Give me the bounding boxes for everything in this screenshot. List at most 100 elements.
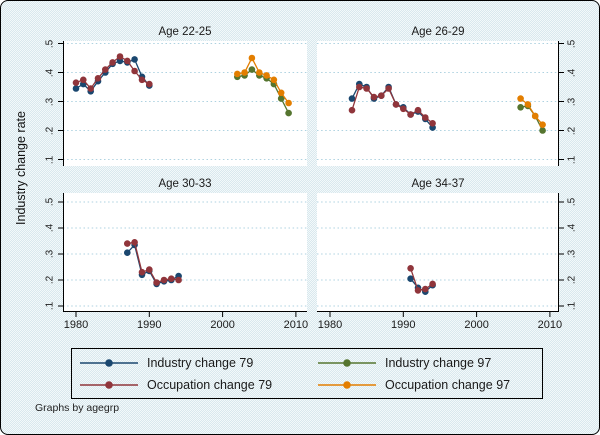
y-tick-label: .4: [44, 68, 56, 77]
y-tick-label: .2: [566, 126, 578, 135]
plot-svg-age-22-25: [58, 41, 307, 166]
panel-title-age-22-25: Age 22-25: [158, 26, 212, 38]
legend-swatch-industry97: [318, 359, 376, 367]
occupation79-marker: [131, 67, 138, 75]
y-tick-label: .3: [44, 249, 56, 259]
x-tick-label: 1980: [317, 319, 343, 331]
industry79-marker: [124, 249, 131, 256]
legend-swatch-occupation97: [318, 381, 376, 389]
occupation97-marker: [263, 72, 270, 79]
occupation97-marker: [270, 76, 278, 84]
occupation79-marker: [80, 76, 87, 84]
legend-entry-occupation79: Occupation change 79: [80, 377, 272, 393]
x-tick-label: 2010: [537, 319, 563, 331]
panel-title-age-34-37: Age 34-37: [411, 178, 465, 190]
x-tick-label: 1980: [63, 319, 89, 331]
occupation79-marker: [429, 280, 436, 288]
y-tick-label: .5: [566, 39, 578, 48]
industry97-marker: [277, 95, 285, 102]
occupation79-marker: [348, 106, 356, 114]
occupation79-marker: [175, 276, 182, 284]
occupation97-marker: [285, 99, 292, 107]
occupation79-marker: [392, 101, 400, 108]
x-tick-label: 2000: [210, 319, 235, 331]
y-tick-label: .3: [566, 249, 578, 259]
plot-svg-age-34-37: [317, 193, 564, 317]
y-tick-label: .3: [566, 97, 578, 106]
legend-marker: [343, 359, 351, 367]
occupation79-marker: [414, 287, 422, 294]
y-axis-title: Industry change rate: [14, 111, 28, 225]
industry97-marker: [248, 66, 256, 73]
occupation79-marker: [94, 75, 102, 82]
panel-title-age-30-33: Age 30-33: [158, 178, 212, 190]
x-tick-label: 2000: [464, 319, 489, 331]
y-tick-label: .1: [44, 301, 56, 311]
occupation97-marker: [531, 112, 539, 120]
occupation97-marker: [256, 69, 263, 76]
legend: Industry change 79 Occupation change 79 In…: [71, 348, 543, 399]
y-tick-label: .1: [44, 155, 56, 164]
y-tick-label: .5: [44, 197, 56, 207]
occupation79-marker: [370, 93, 378, 101]
legend-label: Industry change 97: [385, 356, 492, 370]
occupation79-marker: [146, 266, 153, 273]
legend-label: Occupation change 79: [147, 378, 273, 392]
plot-area-age-26-29: [317, 41, 564, 166]
occupation79-marker: [168, 275, 175, 282]
y-tick-label: .1: [566, 155, 578, 164]
legend-entry-industry79: Industry change 79: [80, 355, 253, 371]
occupation97-line: [520, 98, 544, 126]
x-tick-label: 1990: [391, 319, 416, 331]
occupation97-marker: [234, 70, 241, 78]
legend-marker: [343, 381, 351, 389]
legend-entry-industry97: Industry change 97: [318, 355, 491, 371]
industry97-marker: [285, 109, 292, 117]
occupation79-marker: [124, 240, 131, 247]
occupation79-line: [351, 86, 434, 124]
occupation79-marker: [146, 80, 153, 88]
occupation79-marker: [160, 276, 168, 284]
occupation97-marker: [248, 54, 256, 62]
y-tick-label: .1: [566, 301, 578, 311]
plot-svg-age-30-33: [58, 193, 307, 317]
occupation79-marker: [109, 59, 116, 66]
occupation79-marker: [102, 66, 109, 73]
legend-marker: [105, 359, 113, 367]
occupation79-marker: [153, 279, 160, 286]
x-tick-label: 1990: [137, 319, 162, 331]
y-tick-label: .2: [44, 126, 56, 135]
legend-swatch-occupation79: [80, 381, 138, 389]
occupation79-marker: [363, 85, 370, 92]
occupation79-marker: [400, 105, 407, 113]
plot-area-age-34-37: [317, 193, 564, 317]
occupation97-marker: [277, 89, 285, 97]
occupation79-marker: [429, 120, 436, 127]
industry79-marker: [407, 275, 414, 282]
occupation79-marker: [385, 85, 392, 92]
y-tick-label: .4: [566, 68, 578, 77]
occupation79-line: [409, 268, 433, 292]
industry79-marker: [131, 56, 138, 63]
occupation97-marker: [539, 121, 546, 128]
occupation97-marker: [241, 69, 248, 76]
occupation79-marker: [138, 76, 146, 84]
occupation79-marker: [116, 53, 124, 60]
occupation79-marker: [422, 114, 429, 121]
occupation79-marker: [356, 83, 363, 91]
plot-area-age-30-33: [58, 193, 307, 317]
plot-area-age-22-25: [58, 41, 307, 166]
occupation97-marker: [517, 95, 524, 102]
y-tick-label: .4: [44, 223, 56, 233]
occupation97-marker: [524, 101, 532, 108]
y-tick-label: .4: [566, 223, 578, 233]
occupation79-marker: [138, 268, 146, 276]
legend-entry-occupation97: Occupation change 97: [318, 377, 510, 393]
y-tick-label: .2: [44, 275, 56, 285]
y-tick-label: .5: [44, 39, 56, 48]
plot-svg-age-26-29: [317, 41, 564, 166]
occupation79-marker: [131, 239, 138, 246]
legend-label: Occupation change 97: [385, 378, 511, 392]
legend-label: Industry change 79: [147, 356, 254, 370]
